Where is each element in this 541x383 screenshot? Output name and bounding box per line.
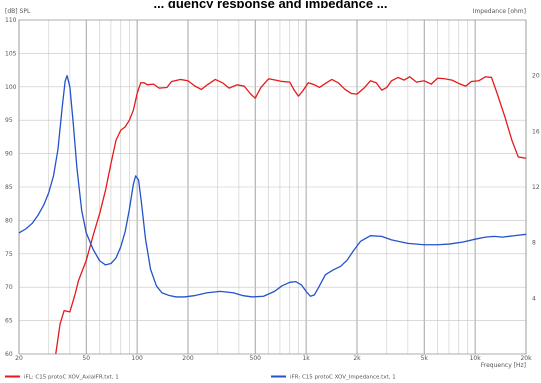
y-right-tick-label: 16 bbox=[532, 128, 540, 135]
series-lines bbox=[18, 75, 527, 355]
y-left-tick-label: 75 bbox=[5, 251, 13, 258]
y-right-tick-label: 4 bbox=[532, 295, 536, 302]
x-axis-label: Frequency [Hz] bbox=[481, 362, 526, 369]
y-left-tick-label: 65 bbox=[5, 318, 13, 325]
y-left-tick-label: 95 bbox=[5, 117, 13, 124]
spl-curve-line bbox=[55, 76, 527, 355]
impedance-curve-line bbox=[18, 75, 527, 298]
chart-title: ... quency response and impedance ... bbox=[153, 0, 388, 8]
plot-frame bbox=[18, 19, 527, 355]
x-tick-label: 1k bbox=[302, 355, 310, 362]
y-right-tick-label: 8 bbox=[532, 240, 536, 247]
x-tick-label: 20 bbox=[15, 355, 23, 362]
y-left-tick-label: 70 bbox=[5, 284, 13, 291]
y-left-tick-label: 90 bbox=[5, 151, 13, 158]
y-left-tick-label: 105 bbox=[5, 50, 17, 57]
x-tick-label: 20k bbox=[520, 355, 532, 362]
y-left-tick-label: 110 bbox=[5, 17, 17, 24]
x-tick-label: 5k bbox=[421, 355, 429, 362]
x-tick-label: 500 bbox=[250, 355, 262, 362]
y-right-tick-label: 20 bbox=[532, 73, 540, 80]
y-left-tick-label: 80 bbox=[5, 217, 13, 224]
legend: iFL: C15 protoC XOV_AxialFR.txt, 1 iFR: … bbox=[5, 375, 396, 381]
tick-labels: 20 50 100 200 500 1k 2k 5k 10k 20k 60 65 70 75 80 85 90 9… bbox=[5, 17, 540, 362]
y-right-axis-label: Impedance [ohm] bbox=[473, 8, 526, 15]
x-tick-label: 50 bbox=[82, 355, 90, 362]
legend-label-fl: iFL: C15 protoC XOV_AxialFR.txt, 1 bbox=[24, 375, 119, 381]
y-left-axis-label: [dB] SPL bbox=[5, 8, 31, 15]
y-left-tick-label: 60 bbox=[5, 351, 13, 358]
y-right-tick-label: 12 bbox=[532, 184, 540, 191]
x-tick-label: 10k bbox=[470, 355, 482, 362]
x-tick-label: 200 bbox=[182, 355, 194, 362]
x-tick-label: 100 bbox=[131, 355, 143, 362]
y-left-tick-label: 100 bbox=[5, 84, 17, 91]
x-tick-label: 2k bbox=[353, 355, 361, 362]
y-left-tick-label: 85 bbox=[5, 184, 13, 191]
legend-label-fr: iFR: C15 protoC XOV_Impedance.txt, 1 bbox=[290, 375, 396, 381]
